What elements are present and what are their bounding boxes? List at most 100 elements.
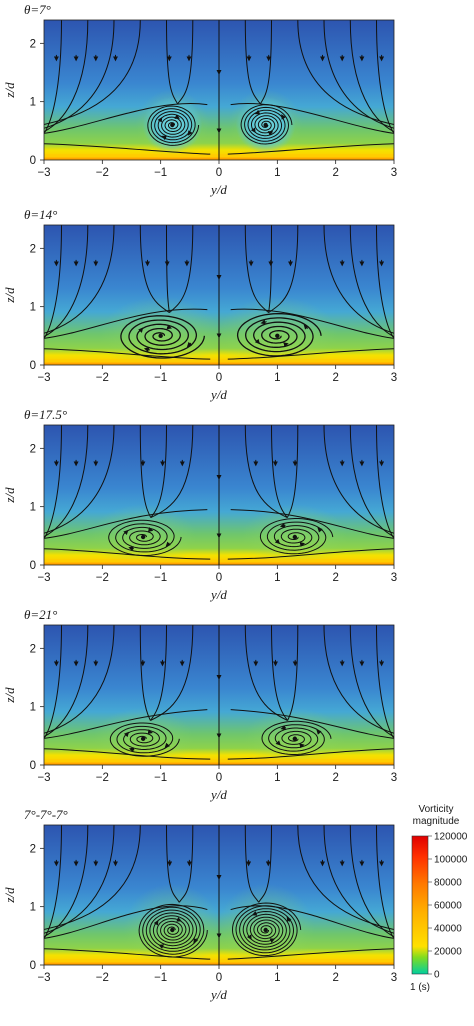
flow-arrow [299,743,305,749]
vortex-center-dot [275,333,280,339]
x-tick-label: −1 [154,772,167,784]
streamline [44,425,62,540]
flow-arrow [260,319,267,325]
flow-arrow [157,116,163,123]
streamline [44,709,208,739]
streamline [44,548,211,560]
vortex-center-dot [170,927,175,933]
vortex-center-dot [140,534,146,540]
colorbar-tick-label: 20000 [434,947,462,958]
streamline [44,20,115,129]
streamline [150,625,194,721]
x-tick-label: −3 [37,972,50,984]
streamline [287,625,299,721]
flow-arrow [275,740,281,746]
colorbar-tick-label: 60000 [434,901,462,912]
x-tick-label: −2 [96,772,109,784]
flow-arrow [161,135,168,141]
flow-arrow [164,742,170,749]
x-tick-label: −1 [154,372,167,384]
x-tick-label: −1 [154,572,167,584]
streamline [230,709,394,739]
y-tick-label: 2 [30,243,36,255]
x-tick-label: 1 [274,572,280,584]
vortex-spiral [147,105,200,146]
y-axis-label: z/d [2,487,17,504]
streamline [44,20,89,133]
streamline [44,625,115,734]
vortex-spiral [138,903,208,958]
vortex-spiral [109,722,180,757]
x-tick-label: −1 [154,167,167,179]
streamline [44,825,115,934]
flow-arrow [143,347,151,353]
streamline [230,905,394,939]
streamline [227,143,394,155]
colorbar-gradient [411,835,429,975]
colorbar-title-line2: magnitude [413,816,460,827]
panel-2: θ=14° −3 −2 −1 0 1 2 3 0 1 2 y/d z/d [2,207,397,402]
streamline [44,905,208,939]
flow-arrow [274,538,281,545]
streamline [44,225,115,334]
vortex-center-dot [158,333,163,339]
flow-arrow [138,327,144,333]
x-tick-label: 1 [274,372,280,384]
flow-arrow [267,131,274,136]
streamline [349,825,394,938]
flow-arrow [165,541,171,547]
streamlines [44,225,394,365]
vortex-spiral [259,518,334,555]
x-tick-label: 0 [216,572,222,584]
y-tick-label: 2 [30,443,36,455]
x-tick-label: −2 [96,972,109,984]
flow-arrow [279,522,286,528]
streamline [166,225,170,313]
streamlines [44,425,394,565]
x-tick-label: 3 [391,972,397,984]
streamline [44,425,115,534]
flow-arrow [147,729,153,735]
flow-arrow [187,130,193,136]
x-tick-label: −1 [154,972,167,984]
x-tick-label: 1 [274,772,280,784]
streamline [244,20,261,105]
colorbar-tick-label: 40000 [434,924,462,935]
streamlines [44,20,394,160]
x-tick-label: 2 [332,372,338,384]
colorbar: Vorticity magnitude 120000 100000 80000 600… [410,804,468,993]
flow-arrow [176,917,182,922]
streamline [44,20,62,135]
x-axis-label: y/d [209,787,227,802]
streamline [44,225,62,340]
streamline [44,825,141,930]
streamline [227,548,394,560]
vortex-glow [216,883,315,965]
streamline [230,509,394,539]
x-tick-label: 0 [216,772,222,784]
flow-arrow [280,725,287,731]
y-tick-label: 2 [30,643,36,655]
y-axis-label: z/d [2,82,17,99]
streamline [349,425,394,538]
x-tick-label: 2 [332,972,338,984]
streamline [166,825,180,903]
streamline [376,225,394,340]
flow-arrow [193,937,199,944]
x-tick-label: −3 [37,167,50,179]
panel-title: θ=7° [24,2,51,17]
streamline [44,748,211,760]
streamline [376,825,394,940]
streamline [44,509,208,539]
vortex-center-dot [140,736,146,741]
streamline [178,825,194,903]
streamline [349,225,394,338]
vortex-center-dot [263,122,268,128]
colorbar-tick-label: 120000 [434,832,468,843]
streamline [44,425,89,538]
y-tick-label: 0 [30,155,36,167]
x-tick-label: 3 [391,572,397,584]
flow-arrow [123,731,130,738]
flow-arrow [303,324,309,330]
